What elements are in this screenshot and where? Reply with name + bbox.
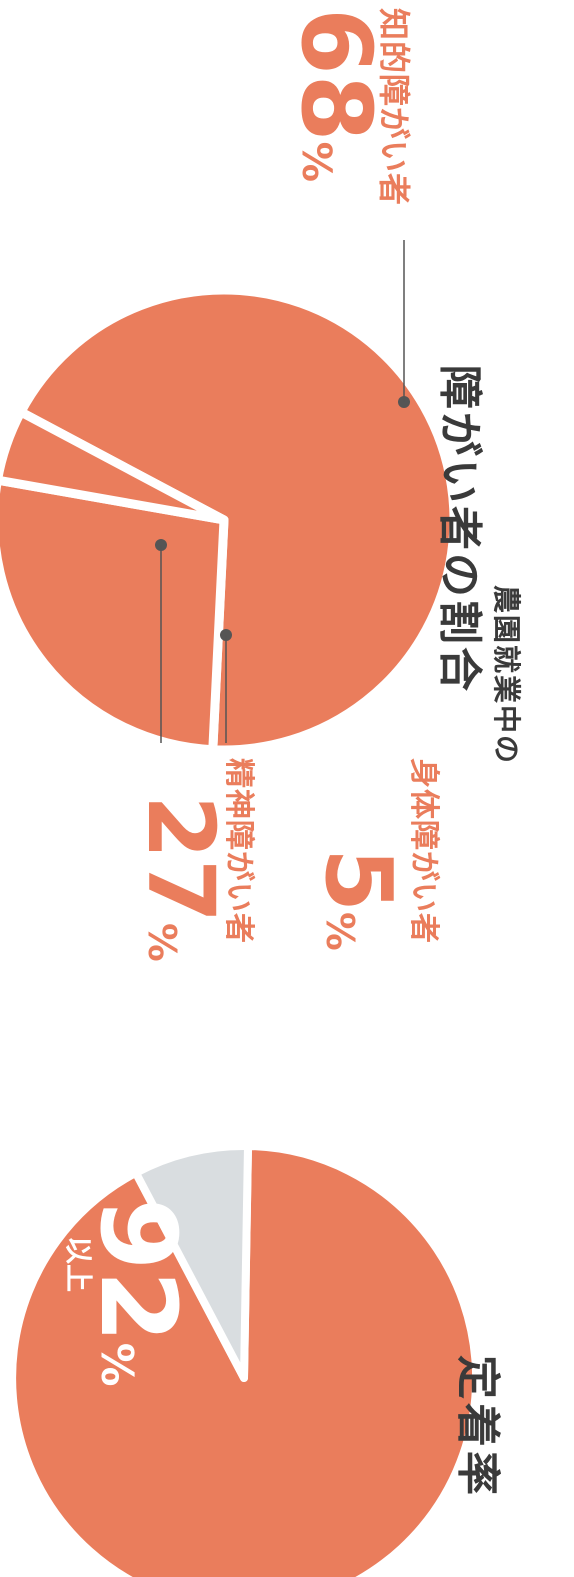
value-physical: 5% — [305, 848, 412, 951]
value-mental: 27% — [127, 795, 234, 962]
pie-slice-2 — [0, 475, 229, 755]
leader-lines — [155, 240, 410, 743]
value-physical-unit: % — [317, 912, 362, 951]
pie-slice-1 — [16, 285, 459, 755]
disability-pie — [0, 285, 459, 755]
value-physical-number: 5 — [305, 848, 412, 913]
disability-title: 障がい者の割合 — [434, 365, 485, 694]
retention-title: 定着率 — [452, 1355, 503, 1499]
value-intellectual-number: 68 — [280, 8, 392, 142]
retention-value-unit: % — [91, 1342, 142, 1387]
pie-slice-2 — [131, 1141, 252, 1382]
retention-pie — [8, 1141, 481, 1577]
value-intellectual-unit: % — [293, 141, 340, 182]
value-intellectual: 68% — [280, 8, 392, 182]
retention-value: 92% — [77, 1198, 199, 1387]
value-mental-number: 27 — [127, 795, 234, 924]
value-mental-unit: % — [139, 923, 184, 962]
pie-slice-3 — [0, 407, 229, 525]
retention-qualifier: 以上 — [62, 1236, 95, 1293]
